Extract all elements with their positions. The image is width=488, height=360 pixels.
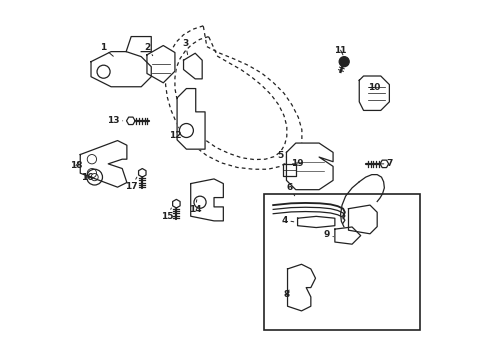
Polygon shape xyxy=(359,76,388,111)
Polygon shape xyxy=(126,37,151,51)
Polygon shape xyxy=(283,163,296,176)
Polygon shape xyxy=(126,117,135,125)
Text: 10: 10 xyxy=(367,83,380,92)
Polygon shape xyxy=(286,143,332,190)
Text: 6: 6 xyxy=(285,183,294,196)
Text: 1: 1 xyxy=(100,43,113,56)
Polygon shape xyxy=(138,168,146,177)
Polygon shape xyxy=(147,45,175,83)
Polygon shape xyxy=(334,227,360,244)
Polygon shape xyxy=(297,216,334,228)
Polygon shape xyxy=(183,53,202,79)
Text: 11: 11 xyxy=(334,46,346,55)
Text: 16: 16 xyxy=(81,173,94,182)
Text: 9: 9 xyxy=(323,230,333,239)
Text: 2: 2 xyxy=(144,43,152,56)
Text: 4: 4 xyxy=(281,216,293,225)
Polygon shape xyxy=(172,199,180,208)
Text: 17: 17 xyxy=(125,177,138,191)
Polygon shape xyxy=(177,89,204,149)
Text: 8: 8 xyxy=(283,290,289,299)
Polygon shape xyxy=(80,140,126,187)
Polygon shape xyxy=(287,264,315,311)
Polygon shape xyxy=(379,160,388,168)
Text: 7: 7 xyxy=(380,159,392,168)
Polygon shape xyxy=(190,179,223,221)
Text: 3: 3 xyxy=(182,39,188,55)
Circle shape xyxy=(339,57,348,67)
Polygon shape xyxy=(348,205,376,234)
Text: 5: 5 xyxy=(277,151,286,160)
Bar xyxy=(264,194,419,330)
Text: 15: 15 xyxy=(161,208,173,221)
Text: 12: 12 xyxy=(169,127,182,140)
Text: 18: 18 xyxy=(70,161,82,170)
Text: 13: 13 xyxy=(107,116,122,125)
Text: 14: 14 xyxy=(188,200,201,214)
Text: 19: 19 xyxy=(291,159,303,168)
Polygon shape xyxy=(91,51,151,87)
